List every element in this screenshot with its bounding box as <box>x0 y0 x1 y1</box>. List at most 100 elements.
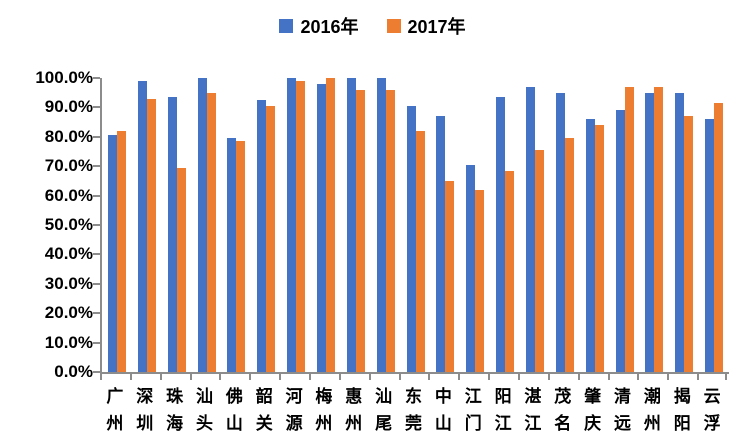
bar-group <box>669 78 699 372</box>
bar-2016 <box>525 86 535 372</box>
x-axis-tick <box>338 374 341 380</box>
x-axis-label: 珠海 <box>166 387 184 433</box>
bar-group <box>699 78 729 372</box>
x-axis-tick <box>547 374 550 380</box>
x-axis-label: 汕尾 <box>375 387 393 433</box>
x-axis-tick <box>428 374 431 380</box>
bar-2017 <box>116 130 126 372</box>
x-axis-tick <box>607 374 610 380</box>
x-axis-tick <box>697 374 700 380</box>
x-axis-tick <box>189 374 192 380</box>
x-axis-tick <box>159 374 162 380</box>
bar-2016 <box>257 100 267 372</box>
y-axis-label: 80.0% <box>44 126 93 146</box>
bar-2017 <box>654 86 664 372</box>
bar-2017 <box>415 130 425 372</box>
x-axis-label: 清远 <box>613 387 631 433</box>
bar-2016 <box>287 78 297 372</box>
y-axis-tick <box>93 312 100 315</box>
x-axis-tick <box>219 374 222 380</box>
bar-2016 <box>346 78 356 372</box>
bar-2016 <box>675 92 685 372</box>
y-axis-tick <box>93 106 100 109</box>
bar-group <box>580 78 610 372</box>
y-axis-label: 30.0% <box>44 273 93 293</box>
bar-group <box>401 78 431 372</box>
bar-2017 <box>266 105 276 372</box>
legend-item-2017: 2017年 <box>386 13 466 39</box>
bar-group <box>371 78 401 372</box>
bar-group <box>550 78 580 372</box>
x-axis-label: 佛山 <box>225 387 243 433</box>
x-axis-label: 韶关 <box>255 387 273 433</box>
bar-2016 <box>555 92 565 372</box>
y-axis-label: 60.0% <box>44 185 93 205</box>
bar-2016 <box>615 110 625 372</box>
bar-group <box>132 78 162 372</box>
bar-2017 <box>355 89 365 372</box>
x-axis-tick <box>488 374 491 380</box>
x-axis-tick <box>518 374 520 380</box>
x-axis-tick <box>368 374 371 380</box>
y-axis-label: 40.0% <box>44 244 93 264</box>
bar-2017 <box>564 138 574 372</box>
x-axis-label: 广州 <box>106 387 124 433</box>
bar-2017 <box>714 103 724 372</box>
y-axis-label: 90.0% <box>44 97 93 117</box>
bar-2016 <box>406 105 416 372</box>
bar-2017 <box>624 86 634 372</box>
bar-2016 <box>705 119 715 372</box>
bar-2017 <box>296 80 306 372</box>
x-axis-label: 汕头 <box>195 387 213 433</box>
x-axis-label: 云浮 <box>703 387 721 433</box>
bar-group <box>460 78 490 372</box>
y-axis-label: 0.0% <box>54 362 93 381</box>
bar-group <box>221 78 251 372</box>
bar-2016 <box>436 116 446 372</box>
bar-group <box>251 78 281 372</box>
legend-swatch-2017 <box>386 19 401 33</box>
bar-2016 <box>137 80 147 372</box>
bar-2017 <box>236 141 246 372</box>
x-axis-tick <box>637 374 640 380</box>
bar-2016 <box>466 164 476 372</box>
bar-2016 <box>316 83 326 372</box>
x-axis-tick <box>725 374 727 380</box>
y-axis-tick <box>93 77 100 79</box>
bar-2016 <box>585 119 595 372</box>
bar-2017 <box>206 92 216 372</box>
y-axis-label: 50.0% <box>44 215 93 234</box>
bar-2016 <box>496 97 506 372</box>
bar-group <box>311 78 341 372</box>
bar-2017 <box>325 78 335 372</box>
bar-2017 <box>475 189 485 372</box>
x-axis-tick <box>309 374 311 380</box>
y-axis-label: 20.0% <box>44 303 93 323</box>
y-axis-tick <box>93 371 100 373</box>
y-axis-label: 70.0% <box>44 156 93 176</box>
x-axis-label: 肇庆 <box>584 387 602 433</box>
y-axis-tick <box>93 341 100 344</box>
x-axis-label: 江门 <box>464 387 482 433</box>
plot-area <box>100 78 729 374</box>
bar-2016 <box>645 92 655 372</box>
bar-2017 <box>505 170 515 372</box>
bar-group <box>639 78 669 372</box>
x-axis-label: 深圳 <box>136 387 154 433</box>
x-axis-label: 茂名 <box>554 387 572 433</box>
bar-group <box>610 78 640 372</box>
bar-2016 <box>376 78 386 372</box>
y-axis-tick <box>93 135 100 138</box>
legend-label-2017: 2017年 <box>407 17 466 37</box>
x-axis-tick <box>667 374 670 380</box>
x-axis-tick <box>398 374 401 380</box>
x-axis-label: 潮州 <box>643 387 661 433</box>
legend-swatch-2016 <box>279 19 294 33</box>
bar-2017 <box>684 116 694 372</box>
y-axis-tick <box>93 282 100 285</box>
bar-2017 <box>176 167 186 372</box>
x-axis-label: 东莞 <box>404 387 422 433</box>
x-axis-label: 中山 <box>434 387 452 433</box>
y-axis-tick <box>93 194 100 197</box>
y-axis-label: 100.0% <box>35 68 93 87</box>
